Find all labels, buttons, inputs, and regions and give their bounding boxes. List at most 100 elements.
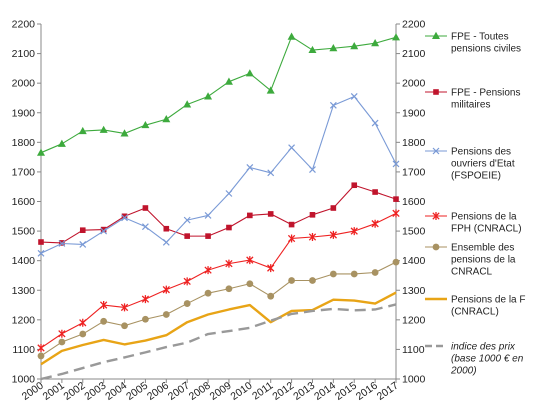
series-4 <box>37 209 400 352</box>
data-point <box>266 86 275 94</box>
data-point <box>183 277 191 286</box>
data-point <box>371 39 380 47</box>
data-point <box>246 280 254 288</box>
data-point <box>393 196 399 202</box>
data-point <box>392 258 400 266</box>
legend-label: (base 1000 € en <box>451 354 524 365</box>
data-point <box>350 270 358 278</box>
y-tick-label-right: 1900 <box>402 107 426 119</box>
data-point <box>225 190 233 197</box>
data-point <box>141 223 149 231</box>
data-point <box>246 256 254 265</box>
data-point <box>350 227 358 236</box>
data-point <box>99 125 108 133</box>
series-line <box>40 261 397 357</box>
data-point <box>37 352 45 360</box>
data-point <box>287 234 296 243</box>
y-tick-label-left: 1600 <box>12 196 36 208</box>
series-1 <box>37 32 400 156</box>
data-point <box>288 221 295 228</box>
data-point <box>329 270 337 278</box>
data-point <box>58 329 66 338</box>
y-tick-label-right: 1500 <box>402 226 426 238</box>
legend-label: pensions civiles <box>451 44 521 55</box>
data-point <box>141 120 150 129</box>
data-point <box>224 77 233 85</box>
legend-label: Pensions des <box>451 147 511 158</box>
legend-label: FPE - Pensions <box>451 88 520 99</box>
data-point <box>309 166 316 173</box>
data-point <box>183 216 191 224</box>
y-tick-label-left: 1000 <box>12 374 36 386</box>
legend-marker <box>433 89 439 95</box>
data-point <box>205 233 211 239</box>
data-point <box>162 115 171 123</box>
data-point <box>79 240 87 248</box>
legend-label: FPE - Toutes <box>451 32 509 43</box>
series-5 <box>37 258 400 360</box>
data-point <box>371 269 379 276</box>
legend-marker <box>432 31 440 39</box>
data-point <box>371 219 379 228</box>
data-point <box>58 240 66 247</box>
data-point <box>58 338 66 346</box>
y-tick-label-right: 1600 <box>402 196 426 208</box>
y-tick-label-right: 2000 <box>402 78 426 90</box>
y-tick-label-right: 1400 <box>402 255 426 267</box>
legend-label: ouvriers d'Etat <box>451 159 515 170</box>
data-point <box>308 233 317 241</box>
data-point <box>78 126 87 135</box>
data-point <box>247 212 253 219</box>
legend-label: (CNRACL) <box>451 307 499 318</box>
y-tick-label-right: 1800 <box>402 137 426 149</box>
legend-label: FPH (CNRACL) <box>451 224 522 235</box>
y-tick-label-left: 2000 <box>12 78 36 90</box>
series-line <box>40 95 397 254</box>
data-point <box>99 301 108 310</box>
data-point <box>121 322 128 330</box>
data-point <box>204 266 212 275</box>
data-point <box>162 238 170 246</box>
data-point <box>392 209 400 218</box>
data-point <box>309 212 316 218</box>
y-tick-label-right: 2200 <box>402 19 426 31</box>
series-line <box>40 303 397 381</box>
data-point <box>162 285 170 294</box>
data-point <box>246 164 254 171</box>
data-point <box>121 214 128 222</box>
y-tick-label-right: 1100 <box>402 344 425 356</box>
data-point <box>121 213 128 220</box>
data-point <box>245 69 254 77</box>
y-tick-label-left: 2200 <box>12 19 36 31</box>
data-point <box>351 182 358 189</box>
data-point <box>288 277 295 284</box>
data-point <box>100 226 107 233</box>
y-tick-label-left: 1400 <box>12 255 36 267</box>
legend-entry: Pensions de la F(CNRACL) <box>425 295 526 318</box>
legend-label: militaires <box>451 100 490 111</box>
legend-label: (FSPOEIE) <box>451 171 501 182</box>
data-point <box>287 32 296 40</box>
series-2 <box>38 182 399 246</box>
data-point <box>120 129 129 137</box>
data-point <box>267 292 275 300</box>
data-point <box>267 169 275 177</box>
legend-label: Pensions de la <box>451 212 517 223</box>
data-point <box>329 44 338 52</box>
data-point <box>267 264 275 273</box>
data-point <box>204 92 213 100</box>
data-point <box>38 239 44 245</box>
y-tick-label-left: 2100 <box>12 48 36 60</box>
data-point <box>141 295 150 304</box>
data-point <box>225 259 233 268</box>
y-tick-label-left: 1100 <box>12 344 35 356</box>
legend-marker <box>432 243 440 251</box>
y-tick-label-right: 1300 <box>402 285 426 297</box>
data-point <box>142 205 149 211</box>
y-tick-label-left: 1800 <box>12 137 36 149</box>
